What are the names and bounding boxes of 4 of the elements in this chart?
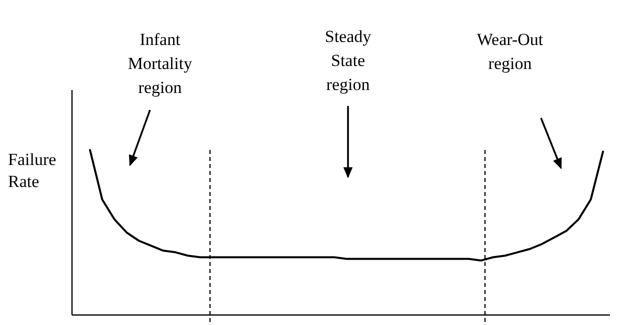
- text: Steady State region: [324, 27, 372, 94]
- text: Infant Mortality region: [128, 30, 193, 97]
- y-axis-title: Failure Rate: [8, 150, 56, 191]
- text: Wear-Out region: [476, 30, 544, 73]
